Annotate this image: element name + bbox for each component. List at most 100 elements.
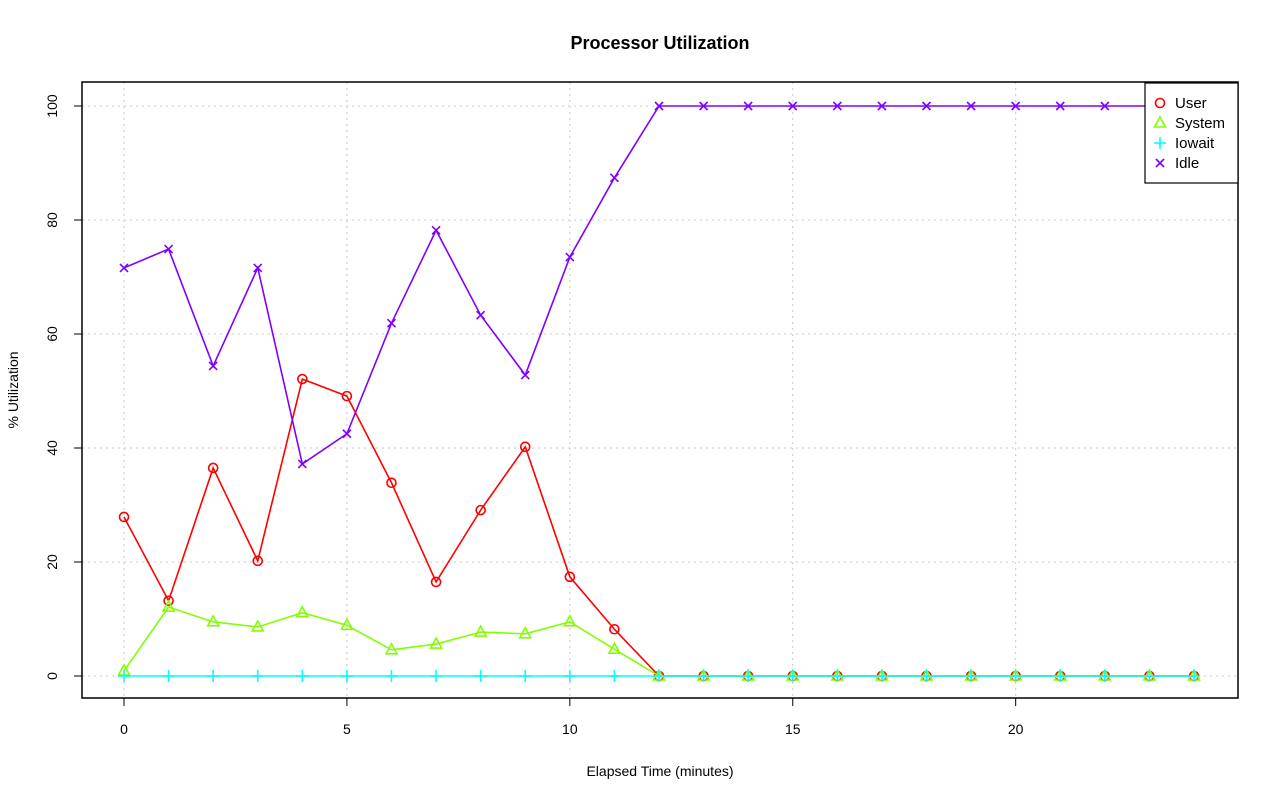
data-point-idle bbox=[832, 101, 842, 111]
legend-label-idle: Idle bbox=[1175, 155, 1199, 172]
legend-marker-idle bbox=[1155, 158, 1165, 168]
data-point-user bbox=[430, 576, 442, 588]
data-point-user bbox=[564, 571, 576, 583]
data-point-idle bbox=[877, 101, 887, 111]
data-point-iowait bbox=[653, 670, 665, 682]
data-point-iowait bbox=[831, 670, 844, 682]
x-tick-label: 5 bbox=[343, 721, 351, 737]
data-point-iowait bbox=[251, 670, 264, 682]
data-point-idle bbox=[609, 173, 619, 183]
data-point-iowait bbox=[875, 670, 888, 682]
data-point-idle bbox=[342, 429, 352, 439]
data-point-iowait bbox=[340, 670, 353, 682]
data-point-system bbox=[384, 642, 399, 655]
data-point-user bbox=[297, 373, 308, 385]
data-point-idle bbox=[699, 101, 709, 111]
data-point-idle bbox=[1011, 101, 1021, 111]
data-point-user bbox=[207, 462, 219, 474]
x-tick-label: 0 bbox=[120, 721, 128, 737]
data-point-iowait bbox=[608, 670, 621, 682]
data-point-system bbox=[161, 599, 176, 612]
data-point-iowait bbox=[742, 670, 755, 682]
data-point-idle bbox=[921, 101, 932, 111]
data-point-idle bbox=[1055, 101, 1065, 111]
data-point-system bbox=[473, 624, 488, 637]
data-point-idle bbox=[788, 101, 798, 111]
data-point-user bbox=[163, 595, 174, 607]
data-point-iowait bbox=[1143, 670, 1156, 682]
data-point-iowait bbox=[519, 670, 532, 682]
legend-label-iowait: Iowait bbox=[1175, 135, 1215, 152]
x-tick-label: 10 bbox=[562, 721, 578, 737]
data-point-iowait bbox=[474, 670, 487, 682]
series-idle bbox=[119, 101, 1199, 469]
y-tick-label: 80 bbox=[44, 212, 60, 228]
series-line-user bbox=[123, 377, 1194, 677]
legend-marker-iowait bbox=[1154, 137, 1166, 149]
y-tick-label: 20 bbox=[44, 554, 60, 570]
data-point-system bbox=[250, 619, 265, 632]
data-point-user bbox=[386, 477, 397, 489]
axes: 0 5 10 15 20 0 20 40 60 80 100 bbox=[44, 94, 1024, 737]
data-point-system bbox=[206, 614, 221, 627]
data-point-idle bbox=[297, 459, 307, 469]
data-point-idle bbox=[164, 244, 174, 254]
data-point-idle bbox=[966, 101, 976, 111]
data-point-system bbox=[607, 641, 622, 655]
data-point-system bbox=[518, 626, 533, 639]
data-point-user bbox=[341, 390, 353, 402]
data-point-idle bbox=[119, 263, 129, 273]
data-point-system bbox=[340, 617, 354, 631]
legend-label-system: System bbox=[1175, 115, 1225, 132]
data-point-system bbox=[562, 614, 577, 627]
series-line-idle bbox=[123, 105, 1194, 466]
data-point-user bbox=[252, 555, 264, 567]
data-point-iowait bbox=[207, 670, 220, 682]
series-user bbox=[118, 373, 1200, 682]
data-point-system bbox=[429, 636, 443, 649]
y-tick-label: 100 bbox=[44, 94, 60, 118]
series-iowait bbox=[118, 670, 1200, 682]
x-axis-label: Elapsed Time (minutes) bbox=[586, 763, 733, 779]
data-point-system bbox=[295, 605, 310, 618]
data-point-idle bbox=[520, 370, 530, 380]
data-point-idle bbox=[565, 252, 575, 262]
data-point-iowait bbox=[118, 670, 130, 682]
legend-marker-user bbox=[1154, 97, 1166, 109]
data-point-idle bbox=[1100, 101, 1110, 111]
data-point-user bbox=[519, 441, 531, 453]
series-system bbox=[117, 599, 1201, 681]
data-point-idle bbox=[431, 225, 441, 235]
data-point-iowait bbox=[430, 670, 443, 682]
data-point-iowait bbox=[563, 670, 576, 682]
data-point-iowait bbox=[786, 670, 799, 682]
x-tick-label: 15 bbox=[785, 721, 801, 737]
y-axis-label: % Utilization bbox=[5, 351, 21, 428]
data-point-iowait bbox=[920, 670, 933, 682]
series-group bbox=[117, 101, 1201, 682]
data-point-idle bbox=[386, 318, 397, 328]
y-tick-label: 40 bbox=[44, 440, 60, 456]
data-point-idle bbox=[476, 310, 486, 320]
data-point-iowait bbox=[1188, 670, 1200, 682]
data-point-iowait bbox=[385, 670, 398, 682]
data-point-iowait bbox=[296, 670, 309, 682]
data-point-iowait bbox=[697, 670, 710, 682]
data-point-iowait bbox=[965, 670, 978, 682]
grid bbox=[82, 82, 1238, 698]
y-tick-label: 0 bbox=[44, 672, 60, 680]
y-tick-label: 60 bbox=[44, 326, 60, 342]
legend-box bbox=[1144, 82, 1239, 184]
data-point-iowait bbox=[1009, 670, 1022, 682]
data-point-user bbox=[118, 511, 130, 523]
legend: User System Iowait Idle bbox=[1144, 82, 1239, 184]
data-point-idle bbox=[743, 101, 753, 111]
data-point-iowait bbox=[1098, 670, 1111, 682]
data-point-idle bbox=[253, 263, 263, 273]
plot-frame bbox=[81, 81, 1239, 699]
legend-label-user: User bbox=[1175, 95, 1207, 112]
data-point-user bbox=[475, 504, 486, 516]
data-point-user bbox=[609, 623, 620, 635]
legend-marker-system bbox=[1153, 115, 1167, 128]
